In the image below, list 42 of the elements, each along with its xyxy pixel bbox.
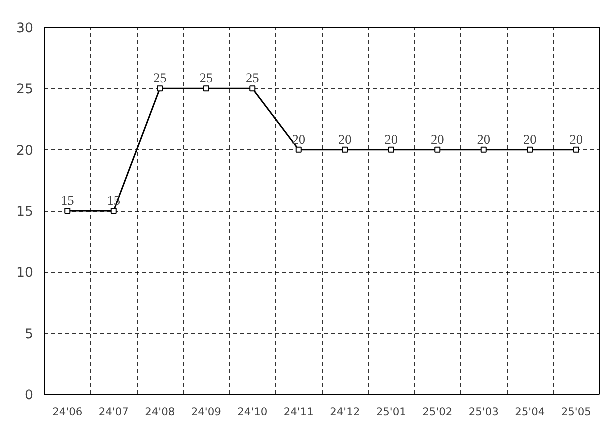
data-label: 20 (338, 132, 352, 147)
point (434, 146, 441, 153)
x-tick-label: 25'04 (515, 406, 546, 418)
y-tick-label: 15 (16, 205, 34, 220)
y-tick-label: 5 (25, 327, 34, 342)
point (64, 208, 71, 214)
y-tick-label: 10 (16, 266, 34, 282)
y-tick-label: 30 (16, 22, 34, 36)
x-tick-label: 25'05 (561, 406, 592, 418)
data-label: 20 (523, 132, 538, 147)
data-label: 15 (60, 193, 75, 208)
data-label: 20 (570, 132, 584, 147)
point (480, 146, 487, 153)
data-label: 20 (384, 132, 398, 147)
point (110, 208, 117, 214)
y-tick-label: 0 (25, 388, 34, 404)
point (342, 146, 348, 153)
data-label: 25 (153, 70, 168, 86)
x-tick-label: 24'10 (238, 406, 268, 418)
x-tick-label: 25'01 (376, 406, 406, 418)
y-tick-label: 25 (16, 82, 34, 98)
x-tick-label: 24'12 (330, 406, 360, 418)
point (527, 146, 534, 153)
point (203, 86, 210, 92)
point (296, 146, 302, 153)
data-label: 20 (292, 132, 306, 147)
data-label: 20 (477, 132, 491, 147)
point (157, 86, 164, 92)
data-label: 20 (430, 132, 445, 147)
point (250, 86, 256, 92)
point (573, 146, 580, 153)
y-tick-label: 20 (16, 144, 34, 159)
x-tick-label: 25'03 (468, 406, 499, 418)
x-tick-label: 24'06 (52, 406, 83, 418)
x-tick-label: 24'07 (98, 406, 129, 418)
x-tick-label: 24'09 (191, 406, 222, 418)
data-label: 25 (200, 70, 214, 86)
point (388, 146, 394, 153)
x-tick-label: 24'08 (145, 406, 176, 418)
x-tick-label: 25'02 (422, 406, 453, 418)
data-label: 25 (246, 70, 260, 86)
x-tick-label: 24'11 (284, 406, 314, 418)
